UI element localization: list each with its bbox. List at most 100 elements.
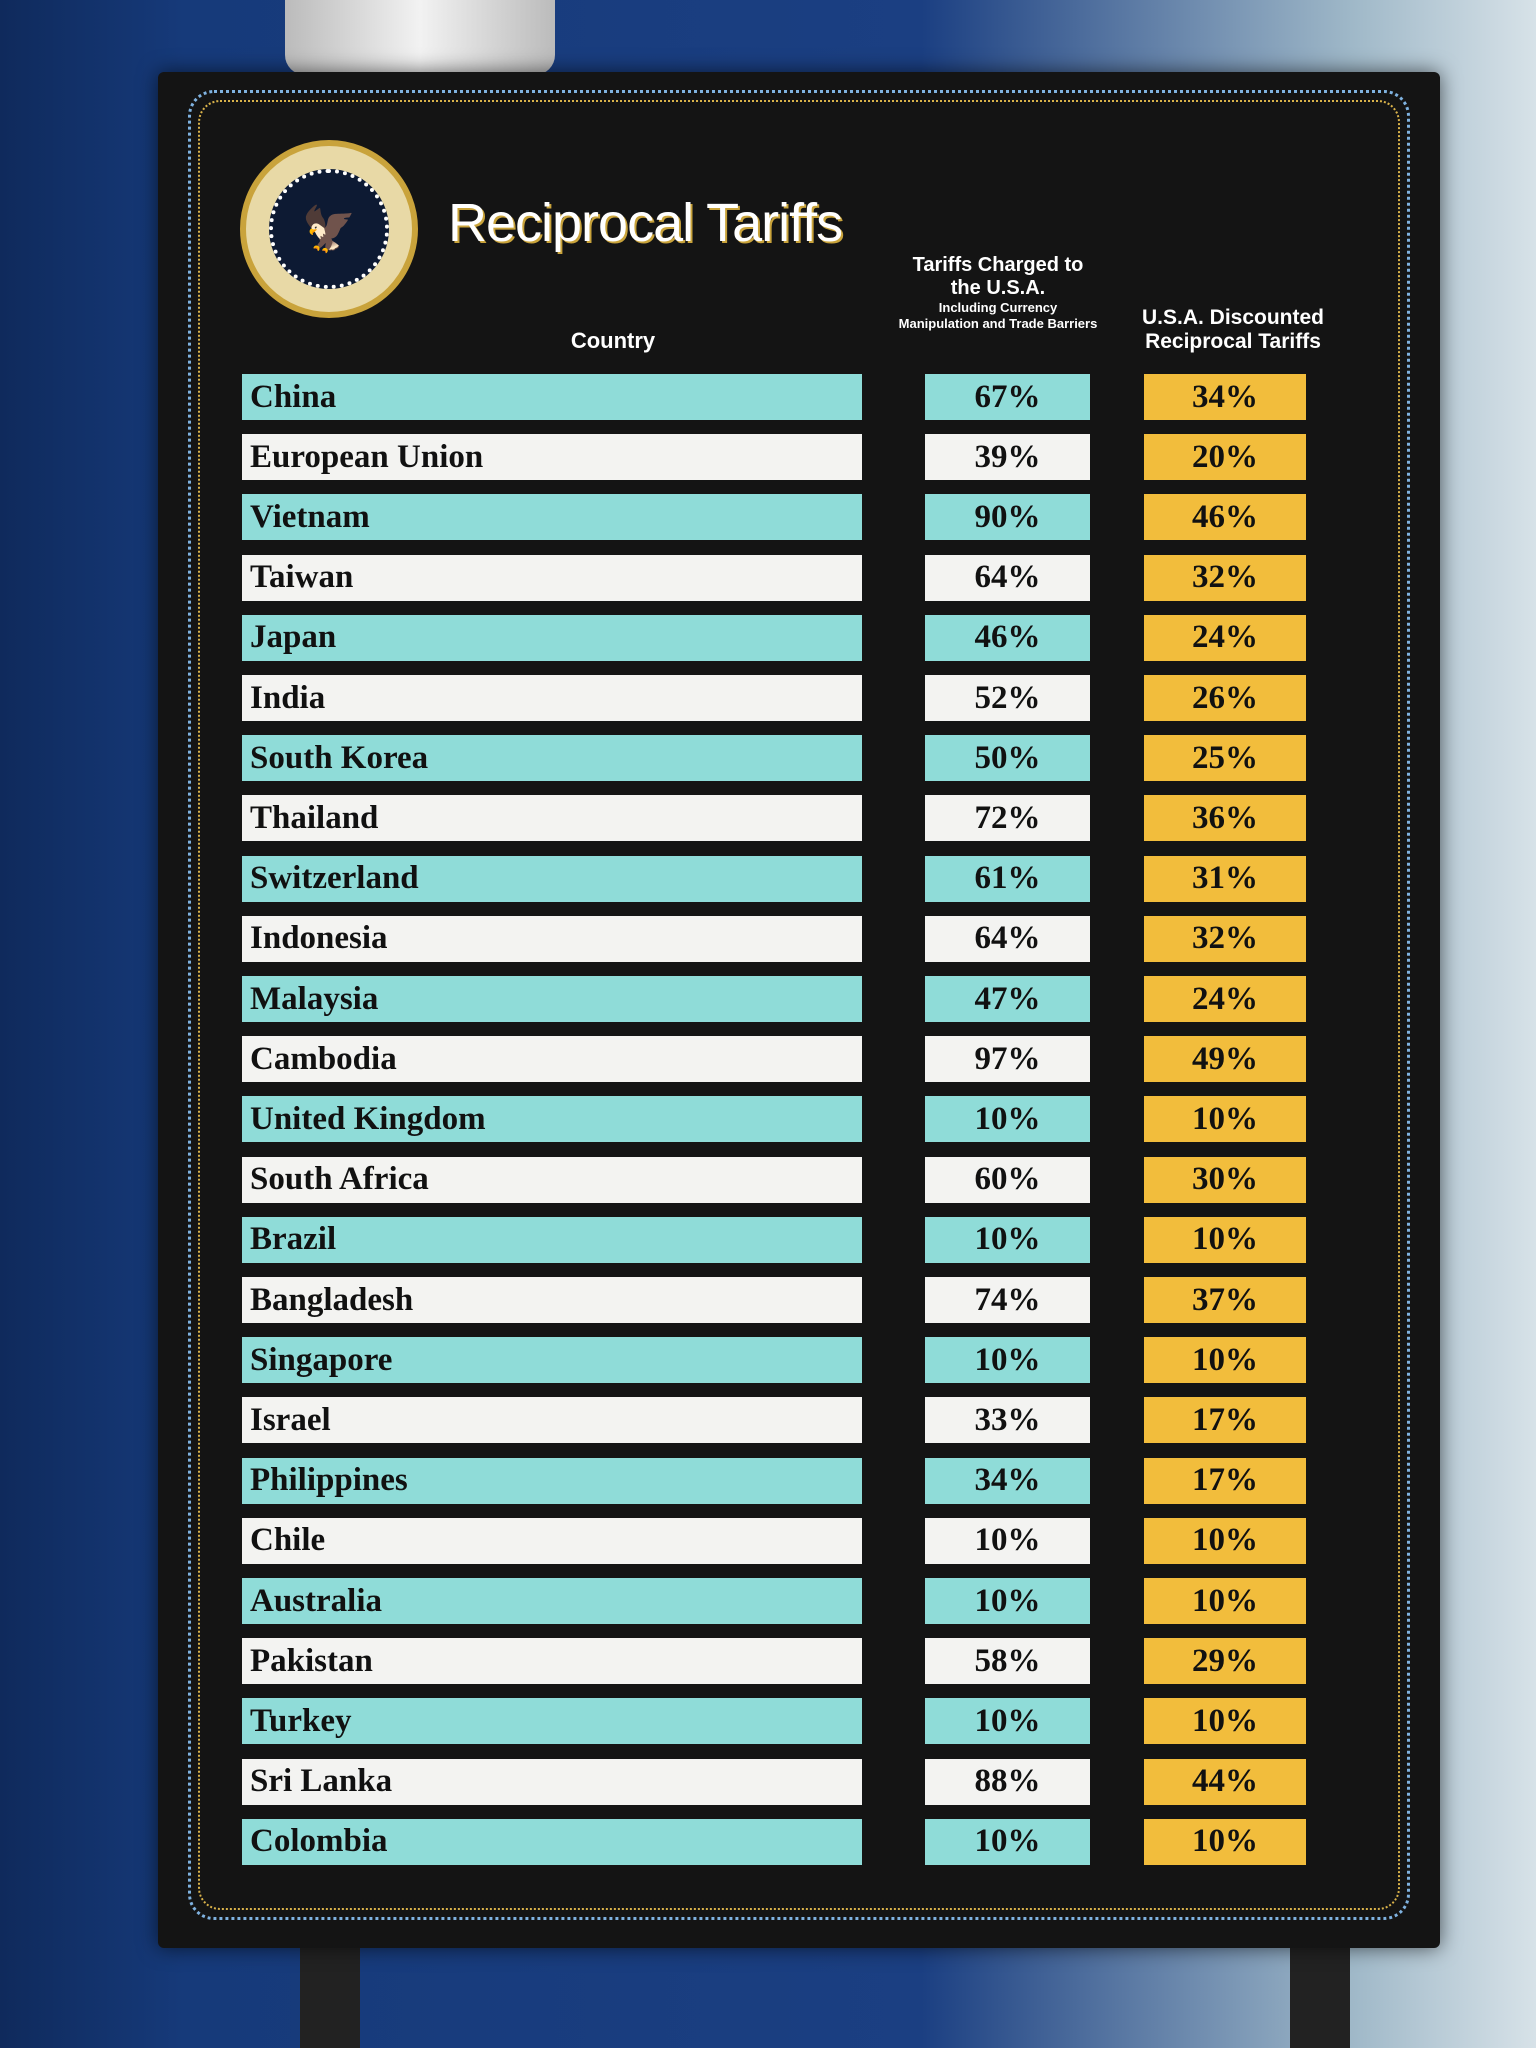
- charged-cell: 64%: [925, 915, 1090, 962]
- charged-cell: 10%: [925, 1578, 1090, 1624]
- discounted-cell: 17%: [1144, 1457, 1306, 1504]
- country-cell: Bangladesh: [242, 1277, 862, 1323]
- gold-border: [198, 100, 1400, 1910]
- table-row: Israel 33% 17%: [242, 1397, 1392, 1445]
- table-row: South Korea 50% 25%: [242, 735, 1392, 783]
- country-cell: Colombia: [242, 1818, 862, 1865]
- header-charged-note: Including Currency Manipulation and Trad…: [898, 300, 1098, 331]
- discounted-cell: 37%: [1144, 1277, 1306, 1323]
- discounted-cell: 36%: [1144, 795, 1306, 842]
- table-row: Cambodia 97% 49%: [242, 1036, 1392, 1084]
- country-cell: Brazil: [242, 1216, 862, 1263]
- country-cell: Chile: [242, 1517, 862, 1564]
- discounted-cell: 10%: [1144, 1096, 1306, 1143]
- country-cell: Israel: [242, 1397, 862, 1444]
- charged-cell: 34%: [925, 1457, 1090, 1504]
- table-row: India 52% 26%: [242, 675, 1392, 723]
- charged-cell: 10%: [925, 1216, 1090, 1263]
- discounted-cell: 24%: [1144, 976, 1306, 1022]
- country-cell: United Kingdom: [242, 1096, 862, 1143]
- discounted-cell: 24%: [1144, 614, 1306, 661]
- table-row: Chile 10% 10%: [242, 1517, 1392, 1566]
- country-cell: Indonesia: [242, 915, 862, 962]
- table-row: Sri Lanka 88% 44%: [242, 1758, 1392, 1807]
- table-row: Malaysia 47% 24%: [242, 976, 1392, 1024]
- discounted-cell: 10%: [1144, 1818, 1306, 1865]
- discounted-cell: 10%: [1144, 1216, 1306, 1263]
- header-charged-title: Tariffs Charged to the U.S.A.: [912, 254, 1084, 299]
- discounted-cell: 32%: [1144, 915, 1306, 962]
- table-row: Japan 46% 24%: [242, 614, 1392, 663]
- country-cell: South Korea: [242, 735, 862, 782]
- table-row: Taiwan 64% 32%: [242, 554, 1392, 603]
- charged-cell: 47%: [925, 976, 1090, 1022]
- country-cell: Turkey: [242, 1698, 862, 1745]
- discounted-cell: 46%: [1144, 494, 1306, 541]
- charged-cell: 50%: [925, 735, 1090, 782]
- country-cell: Sri Lanka: [242, 1758, 862, 1805]
- charged-cell: 88%: [925, 1758, 1090, 1805]
- table-row: Philippines 34% 17%: [242, 1457, 1392, 1506]
- country-cell: Australia: [242, 1578, 862, 1624]
- tariff-poster: 🦅 Reciprocal Tariffs Country Tariffs Cha…: [158, 72, 1440, 1948]
- charged-cell: 52%: [925, 675, 1090, 721]
- discounted-cell: 20%: [1144, 434, 1306, 481]
- discounted-cell: 10%: [1144, 1337, 1306, 1384]
- discounted-cell: 10%: [1144, 1517, 1306, 1564]
- discounted-cell: 10%: [1144, 1578, 1306, 1624]
- table-row: Indonesia 64% 32%: [242, 915, 1392, 964]
- charged-cell: 74%: [925, 1277, 1090, 1323]
- discounted-cell: 44%: [1144, 1758, 1306, 1805]
- table-row: Singapore 10% 10%: [242, 1337, 1392, 1385]
- discounted-cell: 49%: [1144, 1036, 1306, 1083]
- country-cell: Malaysia: [242, 976, 862, 1022]
- charged-cell: 67%: [925, 374, 1090, 420]
- charged-cell: 39%: [925, 434, 1090, 481]
- table-row: Turkey 10% 10%: [242, 1698, 1392, 1746]
- country-cell: Philippines: [242, 1457, 862, 1504]
- pillar: [285, 0, 555, 75]
- country-cell: Vietnam: [242, 494, 862, 541]
- charged-cell: 64%: [925, 554, 1090, 601]
- charged-cell: 97%: [925, 1036, 1090, 1083]
- country-cell: Switzerland: [242, 855, 862, 902]
- charged-cell: 10%: [925, 1818, 1090, 1865]
- header-country: Country: [570, 328, 656, 353]
- charged-cell: 72%: [925, 795, 1090, 842]
- dotted-border: [188, 90, 1410, 1920]
- charged-cell: 60%: [925, 1156, 1090, 1203]
- charged-cell: 58%: [925, 1638, 1090, 1685]
- presidential-seal: 🦅: [240, 140, 418, 318]
- charged-cell: 61%: [925, 855, 1090, 902]
- table-row: United Kingdom 10% 10%: [242, 1096, 1392, 1144]
- table-row: European Union 39% 20%: [242, 434, 1392, 482]
- country-cell: Pakistan: [242, 1638, 862, 1685]
- charged-cell: 90%: [925, 494, 1090, 541]
- table-row: Bangladesh 74% 37%: [242, 1277, 1392, 1325]
- discounted-cell: 29%: [1144, 1638, 1306, 1685]
- table-row: Pakistan 58% 29%: [242, 1638, 1392, 1686]
- charged-cell: 10%: [925, 1698, 1090, 1745]
- discounted-cell: 30%: [1144, 1156, 1306, 1203]
- country-cell: Taiwan: [242, 554, 862, 601]
- country-cell: Cambodia: [242, 1036, 862, 1083]
- country-cell: Japan: [242, 614, 862, 661]
- table-row: Brazil 10% 10%: [242, 1216, 1392, 1265]
- table-row: Vietnam 90% 46%: [242, 494, 1392, 542]
- charged-cell: 10%: [925, 1517, 1090, 1564]
- charged-cell: 46%: [925, 614, 1090, 661]
- country-cell: Singapore: [242, 1337, 862, 1384]
- charged-cell: 10%: [925, 1096, 1090, 1143]
- discounted-cell: 10%: [1144, 1698, 1306, 1745]
- country-cell: India: [242, 675, 862, 721]
- header-charged: Tariffs Charged to the U.S.A. Including …: [898, 254, 1098, 331]
- discounted-cell: 32%: [1144, 554, 1306, 601]
- discounted-cell: 26%: [1144, 675, 1306, 721]
- country-cell: Thailand: [242, 795, 862, 842]
- table-row: Thailand 72% 36%: [242, 795, 1392, 843]
- header-discounted: U.S.A. Discounted Reciprocal Tariffs: [1141, 306, 1325, 354]
- eagle-icon: 🦅: [269, 169, 389, 289]
- discounted-cell: 31%: [1144, 855, 1306, 902]
- discounted-cell: 25%: [1144, 735, 1306, 782]
- poster-title: Reciprocal Tariffs: [448, 193, 843, 253]
